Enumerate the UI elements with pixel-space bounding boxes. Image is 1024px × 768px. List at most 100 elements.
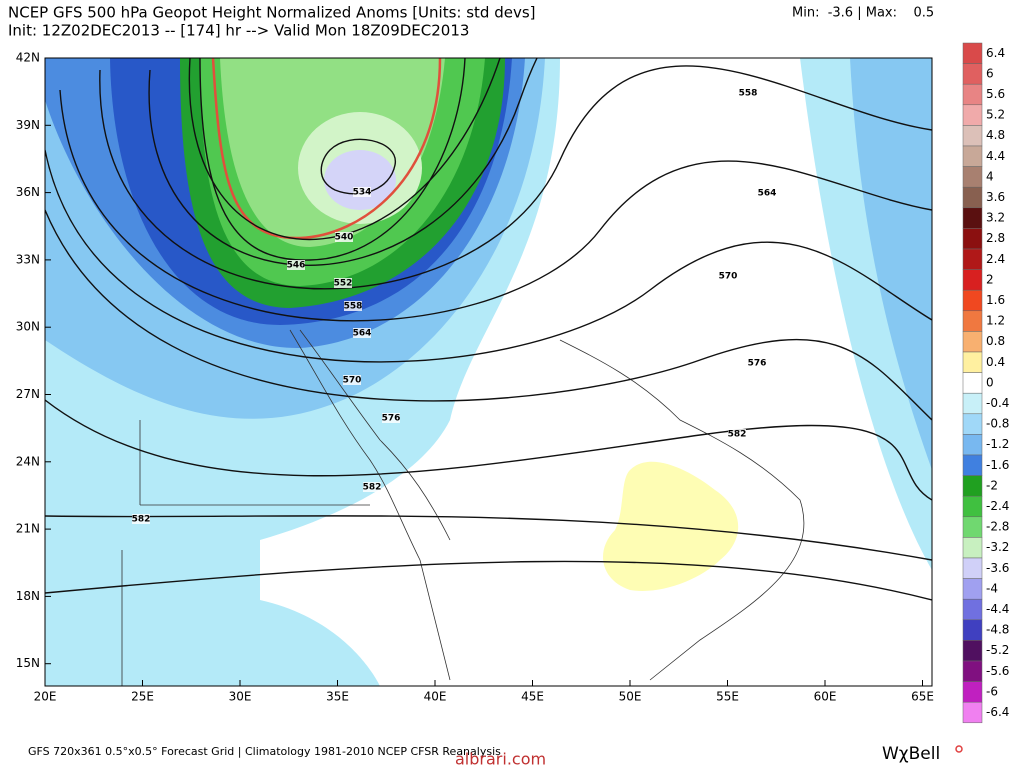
lat-label: 42N — [16, 51, 40, 65]
colorbar-label: -2.8 — [986, 520, 1009, 534]
colorbar-box — [962, 83, 983, 106]
contour-label: 582 — [728, 430, 747, 440]
colorbar-label: -0.4 — [986, 396, 1009, 410]
contour-label: 576 — [748, 359, 767, 369]
colorbar-label: -2.4 — [986, 499, 1009, 513]
colorbar-label: -2 — [986, 478, 998, 492]
colorbar-label: 3.2 — [986, 211, 1005, 225]
colorbar-label: 2.4 — [986, 252, 1005, 266]
contour-label: 564 — [758, 189, 777, 199]
colorbar-label: 2 — [986, 272, 994, 286]
colorbar-box — [962, 660, 983, 682]
colorbar-box — [962, 145, 983, 167]
lat-label: 33N — [16, 252, 40, 266]
colorbar-box — [962, 186, 983, 209]
contour-label-bg — [353, 328, 371, 338]
colorbar-box — [962, 475, 983, 497]
contour-label: 558 — [739, 89, 758, 99]
colorbar-label: 0 — [986, 375, 994, 389]
colorbar-box — [962, 640, 983, 662]
colorbar-box — [962, 578, 983, 600]
contour-label-bg — [748, 358, 766, 368]
min-max: Min: -3.6 | Max: 0.5 — [792, 6, 934, 21]
contour-label-bg — [728, 429, 746, 439]
colorbar-label: -5.2 — [986, 643, 1009, 657]
colorbar-label: 2.8 — [986, 231, 1005, 245]
contour-label: 534 — [353, 188, 372, 198]
colorbar-label: 3.6 — [986, 190, 1005, 204]
colorbar-label: -4.8 — [986, 623, 1009, 637]
title: NCEP GFS 500 hPa Geopot Height Normalize… — [8, 4, 536, 22]
colorbar-label: 6.4 — [986, 46, 1005, 60]
colorbar-label: -4 — [986, 581, 998, 595]
lat-label: 15N — [16, 656, 40, 670]
colorbar-box — [962, 104, 983, 126]
contour-label: 576 — [382, 414, 401, 424]
contour-label: 546 — [287, 261, 306, 271]
contour-label: 582 — [363, 483, 382, 493]
colorbar-box — [962, 413, 983, 435]
contour-label-bg — [758, 188, 776, 198]
colorbar-box — [962, 454, 983, 476]
lon-label: 40E — [424, 690, 447, 704]
lon-label: 20E — [34, 690, 57, 704]
logo: WχBell — [882, 744, 940, 764]
contours — [45, 58, 932, 601]
colorbar-label: -4.4 — [986, 602, 1009, 616]
colorbar-label: -0.8 — [986, 417, 1009, 431]
map-shading — [45, 58, 932, 686]
colorbar-label: 4 — [986, 169, 994, 183]
colorbar-label: 4.8 — [986, 128, 1005, 142]
colorbar-box — [962, 310, 983, 332]
colorbar-label: 1.2 — [986, 314, 1005, 328]
colorbar-box — [962, 248, 983, 270]
contour-label-bg — [343, 375, 361, 385]
contour-label-bg — [363, 482, 381, 492]
lat-label: 39N — [16, 118, 40, 132]
lon-label: 25E — [131, 690, 154, 704]
contour-label: 564 — [353, 329, 372, 339]
contour-label-bg — [334, 278, 352, 288]
colorbar-label: -3.6 — [986, 561, 1009, 575]
colorbar-label: -6 — [986, 684, 998, 698]
contour-label: 570 — [343, 376, 362, 386]
lat-label: 24N — [16, 454, 40, 468]
contour-label-bg — [132, 514, 150, 524]
watermark: albrari.com — [455, 750, 546, 768]
contour-label-bg — [344, 301, 362, 311]
colorbar-box — [962, 63, 983, 85]
colorbar-box — [962, 598, 983, 621]
lon-label: 60E — [814, 690, 837, 704]
lat-label: 18N — [16, 589, 40, 603]
lon-label: 55E — [716, 690, 739, 704]
lon-label: 35E — [326, 690, 349, 704]
colorbar-box — [962, 516, 983, 538]
lon-label: 65E — [911, 690, 934, 704]
contour-label-bg — [382, 413, 400, 423]
colorbar-label: -6.4 — [986, 705, 1009, 719]
lon-label: 45E — [521, 690, 544, 704]
contour-label-bg — [335, 232, 353, 242]
lon-label: 30E — [229, 690, 252, 704]
colorbar-box — [962, 557, 983, 579]
colorbar-box — [962, 434, 983, 456]
colorbar-label: -5.6 — [986, 664, 1009, 678]
contour-label: 570 — [719, 272, 738, 282]
colorbar-box — [962, 681, 983, 703]
footer-text: GFS 720x361 0.5°x0.5° Forecast Grid | Cl… — [28, 745, 501, 758]
colorbar-box — [962, 331, 983, 353]
colorbar-label: 6 — [986, 66, 994, 80]
colorbar-label: -1.2 — [986, 437, 1009, 451]
lat-label: 36N — [16, 185, 40, 199]
colorbar-label: 4.4 — [986, 149, 1005, 163]
map-frame — [44, 57, 933, 687]
colorbar-box — [962, 495, 983, 518]
colorbar-box — [962, 701, 983, 724]
init-line: Init: 12Z02DEC2013 -- [174] hr --> Valid… — [8, 22, 469, 40]
contour-label-bg — [739, 88, 757, 98]
logo-dot — [955, 745, 963, 753]
lat-label: 27N — [16, 387, 40, 401]
contour-label: 558 — [344, 302, 363, 312]
colorbar-label: 0.8 — [986, 334, 1005, 348]
